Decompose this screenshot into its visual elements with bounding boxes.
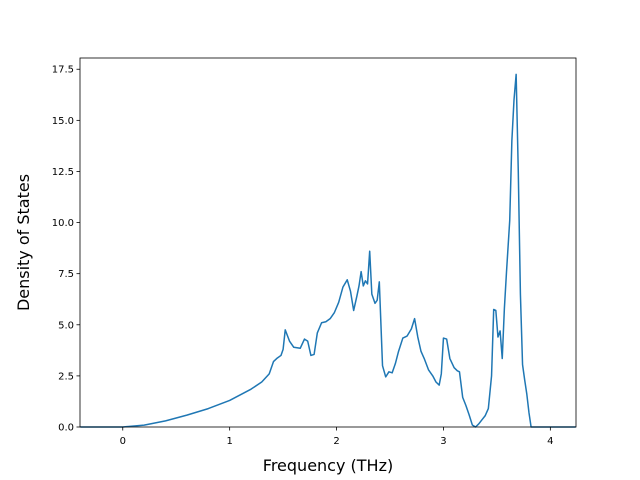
y-tick-label: 2.5 bbox=[58, 371, 74, 382]
y-tick-label: 15.0 bbox=[52, 116, 74, 127]
x-tick-label: 3 bbox=[440, 436, 446, 447]
dos-series-line bbox=[80, 73, 576, 428]
plot-area bbox=[80, 73, 576, 428]
y-tick-label: 0.0 bbox=[58, 423, 74, 434]
y-tick-label: 5.0 bbox=[58, 320, 74, 331]
axes-frame bbox=[79, 57, 577, 428]
y-tick-label: 7.5 bbox=[58, 269, 74, 280]
y-axis-label: Density of States bbox=[14, 174, 33, 311]
y-tick-label: 10.0 bbox=[52, 218, 74, 229]
x-tick-label: 0 bbox=[120, 436, 126, 447]
x-axis-label: Frequency (THz) bbox=[263, 456, 393, 475]
x-tick-label: 1 bbox=[226, 436, 232, 447]
y-tick-label: 12.5 bbox=[52, 167, 74, 178]
x-tick-label: 2 bbox=[333, 436, 339, 447]
x-axis-ticks: 0 1 2 3 4 bbox=[120, 427, 554, 447]
x-tick-label: 4 bbox=[547, 436, 553, 447]
y-axis-ticks: 0.0 2.5 5.0 7.5 10.0 12.5 15.0 17.5 bbox=[52, 65, 80, 434]
y-tick-label: 17.5 bbox=[52, 65, 74, 76]
